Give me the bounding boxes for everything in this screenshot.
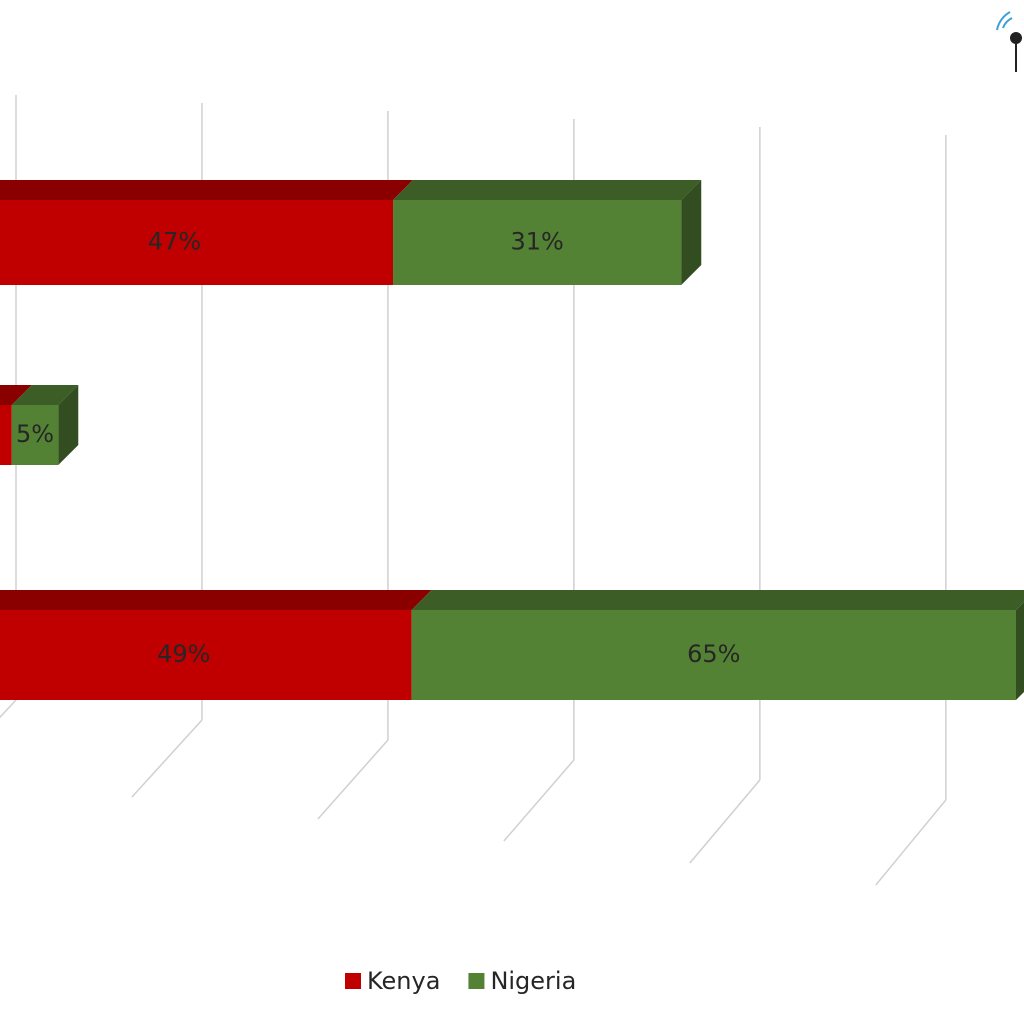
bar-top bbox=[0, 590, 432, 610]
grid-floor bbox=[0, 699, 17, 719]
bar bbox=[393, 200, 682, 285]
data-label: 31% bbox=[510, 228, 563, 256]
bar bbox=[0, 610, 412, 700]
bar-top bbox=[11, 385, 79, 405]
grid-floor bbox=[131, 719, 203, 798]
bar bbox=[0, 200, 394, 285]
grid-floor bbox=[689, 779, 761, 864]
bar-top bbox=[411, 590, 1024, 610]
bar bbox=[411, 610, 1017, 700]
bar bbox=[11, 405, 59, 465]
data-label: 47% bbox=[148, 228, 201, 256]
bar-top bbox=[0, 180, 414, 200]
legend-swatch bbox=[345, 973, 361, 989]
bar-side bbox=[681, 180, 702, 285]
legend-label: Nigeria bbox=[490, 967, 576, 995]
bar-top bbox=[393, 180, 702, 200]
data-label: 65% bbox=[687, 640, 740, 668]
legend-label: Kenya bbox=[367, 967, 440, 995]
legend-swatch bbox=[468, 973, 485, 989]
bar-top bbox=[0, 385, 32, 405]
grid-floor bbox=[503, 759, 575, 842]
bar-side bbox=[58, 385, 79, 465]
antenna-icon bbox=[996, 11, 1022, 72]
data-label: 49% bbox=[157, 640, 210, 668]
grid-floor bbox=[317, 739, 389, 820]
bar-side bbox=[1016, 602, 1024, 700]
data-label: 5% bbox=[16, 420, 54, 448]
bar bbox=[0, 405, 12, 465]
grid-floor bbox=[875, 799, 947, 886]
